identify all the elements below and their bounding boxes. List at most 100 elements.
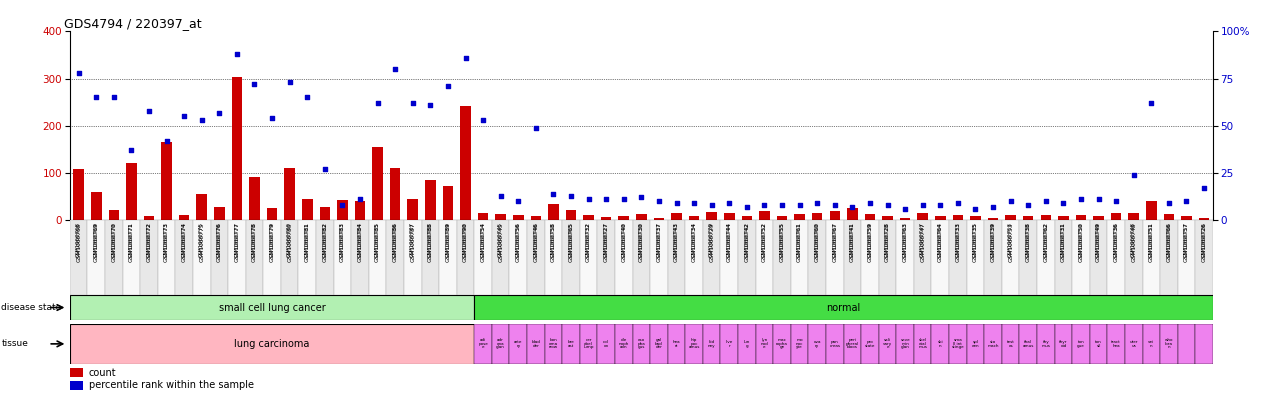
Text: GSM1060759: GSM1060759 (867, 222, 872, 257)
Text: GSM1060789: GSM1060789 (446, 222, 451, 257)
Text: GSM1060729: GSM1060729 (709, 222, 714, 257)
Point (438, 83, 458, 89)
Text: GSM1060737: GSM1060737 (657, 222, 662, 262)
Text: GSM1060728: GSM1060728 (885, 222, 890, 257)
Bar (1107, 220, 1125, 295)
Text: GSM1060727: GSM1060727 (603, 222, 608, 257)
Text: GSM1060784: GSM1060784 (357, 222, 362, 257)
Bar (70, 295, 474, 320)
Point (631, 194, 652, 200)
Text: GSM1060744: GSM1060744 (726, 222, 732, 257)
Bar (794, 215, 805, 220)
Bar (861, 220, 879, 295)
Bar (1163, 215, 1175, 220)
Text: GSM1060785: GSM1060785 (375, 222, 380, 262)
Text: lyn
nod
e: lyn nod e (761, 338, 768, 349)
Text: die
noph
aon: die noph aon (618, 338, 629, 349)
Point (86, 94, 107, 101)
Bar (773, 324, 791, 364)
Point (1194, 185, 1214, 191)
Bar (267, 208, 277, 220)
Bar (773, 220, 791, 295)
Bar (791, 324, 809, 364)
Text: GSM1060757: GSM1060757 (1184, 222, 1189, 262)
Text: GSM1060765: GSM1060765 (569, 222, 574, 257)
Bar (91, 192, 102, 220)
Text: GSM1060768: GSM1060768 (76, 222, 81, 262)
Point (947, 200, 968, 206)
Point (403, 100, 423, 106)
Bar (580, 220, 597, 295)
Bar (509, 324, 527, 364)
Bar (1093, 216, 1104, 220)
Text: GSM1060770: GSM1060770 (112, 222, 117, 257)
Point (790, 202, 810, 208)
Text: percentile rank within the sample: percentile rank within the sample (89, 380, 254, 390)
Bar (1072, 220, 1090, 295)
Text: disease state: disease state (1, 303, 61, 312)
Point (1106, 198, 1126, 204)
Text: pro
state: pro state (865, 340, 875, 348)
Point (1176, 198, 1196, 204)
Text: pan
creas: pan creas (829, 340, 841, 348)
Bar (1160, 220, 1177, 295)
Text: GSM1060751: GSM1060751 (1149, 222, 1154, 262)
Text: GSM1060740: GSM1060740 (621, 222, 626, 262)
Text: GSM1060781: GSM1060781 (305, 222, 310, 257)
Text: GSM1060782: GSM1060782 (323, 222, 328, 257)
Point (1071, 196, 1091, 202)
Text: small cell lung cancer: small cell lung cancer (218, 303, 325, 312)
Text: GSM1060757: GSM1060757 (1184, 222, 1189, 257)
Bar (563, 220, 580, 295)
Text: GSM1060755: GSM1060755 (780, 222, 785, 262)
Text: GSM1060731: GSM1060731 (1060, 222, 1066, 257)
Point (842, 204, 862, 210)
Bar (1006, 215, 1016, 220)
Text: GSM1060774: GSM1060774 (182, 222, 187, 257)
Text: GSM1060777: GSM1060777 (235, 222, 240, 257)
Bar (1129, 213, 1139, 220)
Bar (70, 381, 83, 390)
Bar (1090, 220, 1107, 295)
Bar (491, 324, 509, 364)
Text: mac
ropha
ge: mac ropha ge (776, 338, 787, 349)
Point (701, 202, 721, 208)
Point (526, 125, 546, 131)
Text: uter
us: uter us (1129, 340, 1138, 348)
Bar (457, 220, 474, 295)
Text: GSM1060738: GSM1060738 (1026, 222, 1031, 257)
Text: GDS4794 / 220397_at: GDS4794 / 220397_at (64, 17, 202, 30)
Point (69, 70, 89, 76)
Point (385, 66, 405, 72)
Point (806, 200, 827, 206)
Bar (1181, 216, 1191, 220)
Bar (1038, 324, 1054, 364)
Text: GSM1060726: GSM1060726 (1201, 222, 1206, 262)
Point (174, 113, 194, 119)
Text: GSM1060770: GSM1060770 (112, 222, 117, 262)
Text: GSM1060777: GSM1060777 (235, 222, 240, 262)
Text: mo
noc
yte: mo noc yte (796, 338, 804, 349)
Bar (474, 295, 1213, 320)
Bar (1195, 220, 1213, 295)
Text: GSM1060742: GSM1060742 (744, 222, 749, 257)
Bar (215, 207, 225, 220)
Point (983, 204, 1003, 210)
Point (895, 206, 916, 212)
Text: GSM1060790: GSM1060790 (464, 222, 469, 257)
Text: GSM1060727: GSM1060727 (603, 222, 608, 262)
Text: GSM1060750: GSM1060750 (1078, 222, 1083, 257)
Text: live
r: live r (725, 340, 733, 348)
Text: skel
etal
mus: skel etal mus (918, 338, 927, 349)
Bar (352, 220, 368, 295)
Point (279, 79, 300, 86)
Text: tract
hea: tract hea (1111, 340, 1121, 348)
Point (685, 200, 705, 206)
Point (227, 51, 248, 57)
Point (472, 117, 493, 123)
Text: GSM1060736: GSM1060736 (1114, 222, 1119, 257)
Text: GSM1060735: GSM1060735 (973, 222, 978, 262)
Point (860, 200, 880, 206)
Text: test
es: test es (1007, 340, 1015, 348)
Point (1088, 196, 1109, 202)
